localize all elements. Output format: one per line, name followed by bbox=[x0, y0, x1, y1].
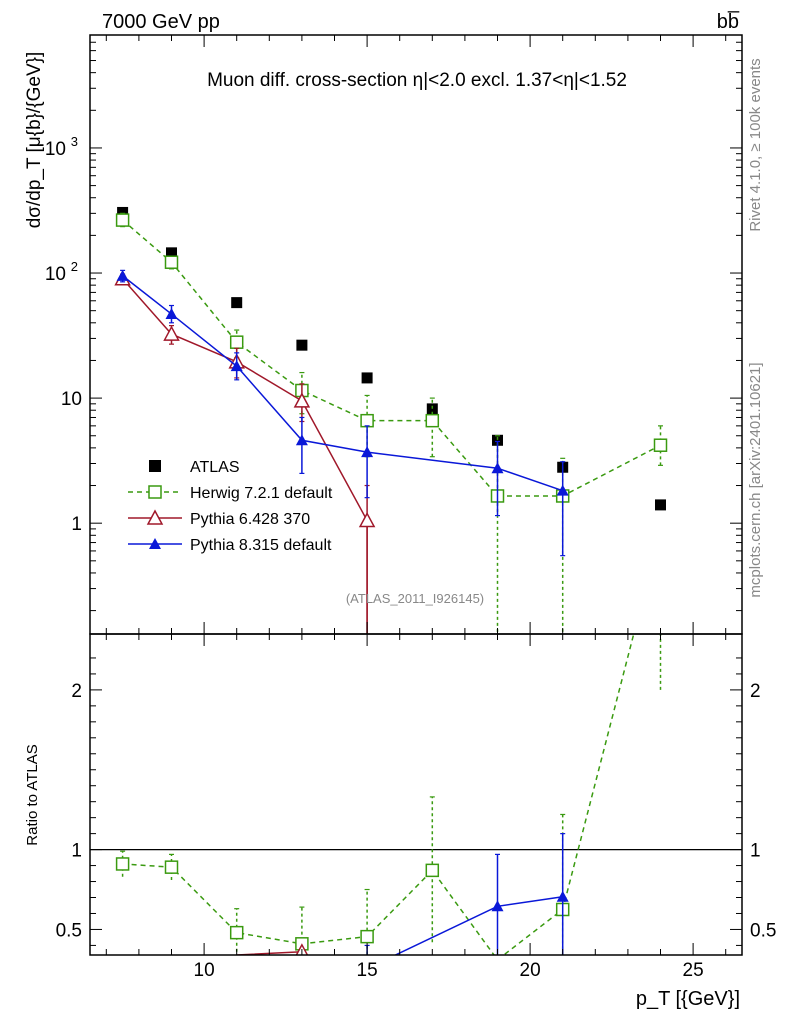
ratio-y-axis-label: Ratio to ATLAS bbox=[24, 744, 41, 845]
data-point-pythia-8-315-default bbox=[491, 462, 504, 474]
data-point-atlas bbox=[361, 372, 373, 384]
ratio-y-tick-label: 2 bbox=[71, 681, 82, 702]
data-point-herwig-7-2-1-default bbox=[425, 413, 440, 428]
x-tick-label: 10 bbox=[194, 960, 215, 981]
legend-label-pythia-8-315-default: Pythia 8.315 default bbox=[190, 537, 332, 554]
data-point-atlas bbox=[117, 206, 129, 218]
legend: ATLAS Herwig 7.2.1 default Pythia 6.428 37… bbox=[128, 459, 333, 554]
data-point-herwig-7-2-1-default bbox=[164, 255, 179, 269]
data-point-pythia-6-428-370 bbox=[358, 511, 376, 528]
data-point-pythia-8-315-default bbox=[116, 269, 129, 281]
data-point-herwig-7-2-1-default bbox=[360, 413, 374, 428]
x-tick-label: 25 bbox=[683, 960, 704, 981]
x-axis-label: p_T [{GeV}] bbox=[636, 988, 740, 1010]
energy-label: 7000 GeV pp bbox=[102, 11, 220, 33]
y-tick-label: 1 bbox=[71, 514, 82, 535]
plot-title: Muon diff. cross-section η|<2.0 excl. 1.… bbox=[207, 70, 627, 91]
legend-label-atlas: ATLAS bbox=[190, 459, 240, 476]
process-label: bb̅ bbox=[717, 10, 740, 33]
ratio-panel: 0.5 0.5 1 1 2 2 10 15 20 25 bbox=[56, 633, 776, 981]
main-panel: 1 10 10 2 10 3 bbox=[45, 34, 743, 635]
data-point-pythia-8-315-default bbox=[361, 446, 374, 458]
main-plot-area bbox=[114, 206, 668, 634]
ratio-line-pythia-6-428-370 bbox=[234, 951, 308, 955]
data-point-herwig-7-2-1-default bbox=[115, 213, 130, 227]
legend-marker-atlas bbox=[149, 460, 161, 472]
mcplots-label: mcplots.cern.ch [arXiv:2401.10621] bbox=[747, 362, 764, 597]
data-point-pythia-8-315-default bbox=[295, 434, 308, 446]
data-point-pythia-8-315-default bbox=[165, 308, 178, 320]
data-point-atlas bbox=[492, 434, 503, 446]
legend-label-herwig-7-2-1-default: Herwig 7.2.1 default bbox=[190, 485, 333, 502]
data-point-pythia-6-428-370 bbox=[293, 392, 311, 408]
data-point-pythia-8-315-default bbox=[556, 484, 569, 496]
data-point-herwig-7-2-1-default bbox=[653, 438, 668, 452]
ratio-point-herwig-7-2-1-default bbox=[425, 863, 440, 878]
ratio-y-tick-label: 0.5 bbox=[56, 920, 82, 941]
data-point-pythia-8-315-default bbox=[230, 360, 243, 372]
x-tick-label: 20 bbox=[520, 960, 541, 981]
ratio-point-herwig-7-2-1-default bbox=[360, 929, 374, 944]
y-tick-label: 10 bbox=[61, 389, 82, 410]
ratio-point-herwig-7-2-1-default bbox=[164, 860, 179, 874]
legend-marker-pythia-8-315-default bbox=[149, 538, 161, 549]
y-axis-label: dσ/dp_T [μ{b}/{GeV}] bbox=[24, 52, 45, 229]
ratio-y-tick-label: 1 bbox=[71, 841, 82, 862]
legend-marker-pythia-6-428-370 bbox=[146, 509, 164, 525]
data-point-atlas bbox=[296, 339, 308, 351]
main-frame bbox=[89, 34, 743, 635]
ratio-point-herwig-7-2-1-default bbox=[115, 857, 130, 871]
y-tick-label: 10 bbox=[45, 139, 66, 160]
ratio-frame bbox=[89, 633, 743, 956]
data-point-atlas bbox=[655, 499, 666, 511]
ratio-point-pythia-8-315-default bbox=[556, 890, 569, 902]
ratio-point-herwig-7-2-1-default bbox=[229, 925, 244, 940]
ratio-y-tick-label-right: 2 bbox=[750, 681, 761, 702]
data-point-atlas bbox=[166, 247, 177, 259]
y-tick-label-exponent: 3 bbox=[71, 134, 78, 149]
rivet-version-label: Rivet 4.1.0, ≥ 100k events bbox=[747, 58, 764, 231]
x-tick-label: 15 bbox=[357, 960, 378, 981]
legend-label-pythia-6-428-370: Pythia 6.428 370 bbox=[190, 511, 310, 528]
analysis-watermark: (ATLAS_2011_I926145) bbox=[346, 591, 484, 606]
series-line-pythia-8-315-default bbox=[122, 275, 563, 492]
ratio-point-pythia-8-315-default bbox=[491, 900, 504, 912]
data-point-atlas bbox=[426, 403, 438, 415]
data-point-herwig-7-2-1-default bbox=[229, 335, 244, 349]
data-point-atlas bbox=[231, 297, 243, 309]
data-point-pythia-6-428-370 bbox=[163, 325, 180, 341]
ratio-line-pythia-8-315-default bbox=[393, 895, 563, 955]
ratio-plot-area bbox=[90, 634, 742, 955]
legend-marker-herwig-7-2-1-default bbox=[148, 485, 162, 499]
y-tick-label: 10 bbox=[45, 264, 66, 285]
ratio-y-tick-label-right: 0.5 bbox=[750, 920, 776, 941]
y-tick-label-exponent: 2 bbox=[71, 259, 78, 274]
ratio-y-tick-label-right: 1 bbox=[750, 841, 761, 862]
